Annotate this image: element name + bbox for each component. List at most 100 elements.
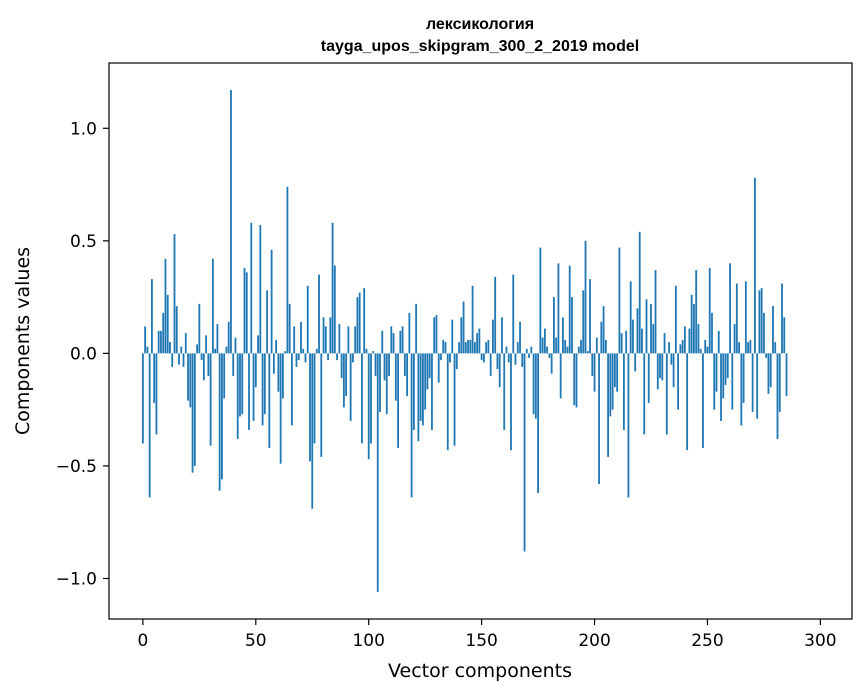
chart-subtitle: tayga_upos_skipgram_300_2_2019 model bbox=[321, 38, 639, 55]
bar bbox=[169, 342, 171, 354]
bar bbox=[552, 297, 555, 354]
bar bbox=[702, 353, 704, 448]
bar bbox=[645, 299, 648, 354]
bar bbox=[444, 342, 447, 354]
bar bbox=[234, 337, 237, 354]
bar bbox=[374, 353, 377, 376]
bar bbox=[708, 267, 711, 354]
bar bbox=[659, 353, 661, 379]
bar bbox=[455, 353, 458, 370]
bar bbox=[356, 297, 359, 354]
bar bbox=[361, 353, 363, 444]
bar bbox=[311, 353, 314, 509]
bar bbox=[304, 353, 307, 363]
bar bbox=[412, 353, 415, 430]
bar bbox=[638, 231, 641, 354]
x-axis: 0 50 100 150 200 250 300 bbox=[137, 619, 837, 651]
bar bbox=[340, 353, 343, 379]
bar bbox=[207, 353, 210, 376]
bar bbox=[331, 222, 334, 354]
bar bbox=[742, 353, 745, 403]
bar bbox=[462, 301, 465, 354]
bar bbox=[315, 348, 318, 354]
bar bbox=[252, 353, 255, 421]
bar bbox=[586, 351, 589, 354]
bar bbox=[763, 312, 765, 354]
bar bbox=[146, 346, 149, 354]
bar bbox=[440, 353, 442, 361]
bar bbox=[291, 353, 293, 426]
bar bbox=[604, 339, 607, 354]
bar bbox=[385, 353, 388, 415]
bar bbox=[166, 294, 169, 354]
x-tick-label: 150 bbox=[465, 631, 497, 651]
plot-area-frame bbox=[108, 62, 853, 620]
bar bbox=[559, 353, 562, 399]
bar bbox=[523, 353, 526, 552]
bar bbox=[223, 353, 226, 399]
bar bbox=[740, 353, 743, 426]
bar bbox=[342, 353, 345, 408]
x-tick-label: 100 bbox=[352, 631, 384, 651]
bar bbox=[453, 353, 456, 446]
bar bbox=[598, 353, 600, 484]
bar bbox=[189, 353, 192, 408]
bar bbox=[695, 270, 698, 354]
bar bbox=[318, 274, 320, 354]
bar bbox=[390, 326, 393, 354]
bar bbox=[774, 342, 777, 354]
bar bbox=[394, 353, 397, 401]
bar bbox=[329, 317, 332, 354]
bar bbox=[401, 326, 404, 354]
bar bbox=[783, 317, 786, 354]
bar bbox=[729, 263, 731, 354]
bar bbox=[196, 344, 198, 354]
bar bbox=[435, 315, 438, 354]
bar bbox=[507, 353, 510, 363]
bar bbox=[376, 353, 379, 592]
x-tick-label: 300 bbox=[804, 631, 836, 651]
bar bbox=[503, 353, 506, 430]
bar bbox=[731, 353, 734, 410]
bar-series bbox=[141, 90, 788, 592]
bar bbox=[313, 353, 316, 444]
bar bbox=[480, 353, 483, 361]
bar bbox=[460, 317, 463, 354]
bar bbox=[164, 258, 167, 354]
bar bbox=[241, 353, 244, 415]
bar bbox=[482, 353, 485, 363]
bar bbox=[769, 353, 772, 388]
bar bbox=[765, 353, 768, 358]
bar bbox=[720, 353, 722, 421]
y-tick-label: 0.0 bbox=[70, 344, 97, 364]
bar bbox=[464, 342, 467, 354]
bar bbox=[469, 339, 472, 354]
bar bbox=[654, 270, 657, 354]
bar bbox=[711, 312, 713, 354]
bar bbox=[232, 353, 235, 376]
bar bbox=[178, 353, 180, 365]
bar bbox=[735, 283, 738, 354]
bar bbox=[683, 326, 686, 354]
bar bbox=[534, 353, 537, 419]
bar bbox=[392, 333, 395, 354]
y-axis-label: Components values bbox=[12, 247, 34, 435]
bar bbox=[485, 342, 488, 354]
bar bbox=[160, 330, 162, 354]
bar bbox=[595, 337, 598, 354]
bar bbox=[354, 326, 357, 354]
bar bbox=[270, 249, 273, 354]
bar bbox=[279, 353, 282, 464]
bar bbox=[525, 348, 528, 354]
bar bbox=[336, 353, 338, 361]
bar bbox=[288, 303, 291, 354]
bar bbox=[589, 279, 591, 354]
bar bbox=[327, 353, 329, 361]
bar bbox=[738, 342, 740, 354]
bar bbox=[442, 339, 445, 354]
bar bbox=[426, 353, 429, 390]
bar bbox=[650, 303, 652, 354]
bar bbox=[573, 353, 576, 406]
bar bbox=[408, 312, 411, 354]
